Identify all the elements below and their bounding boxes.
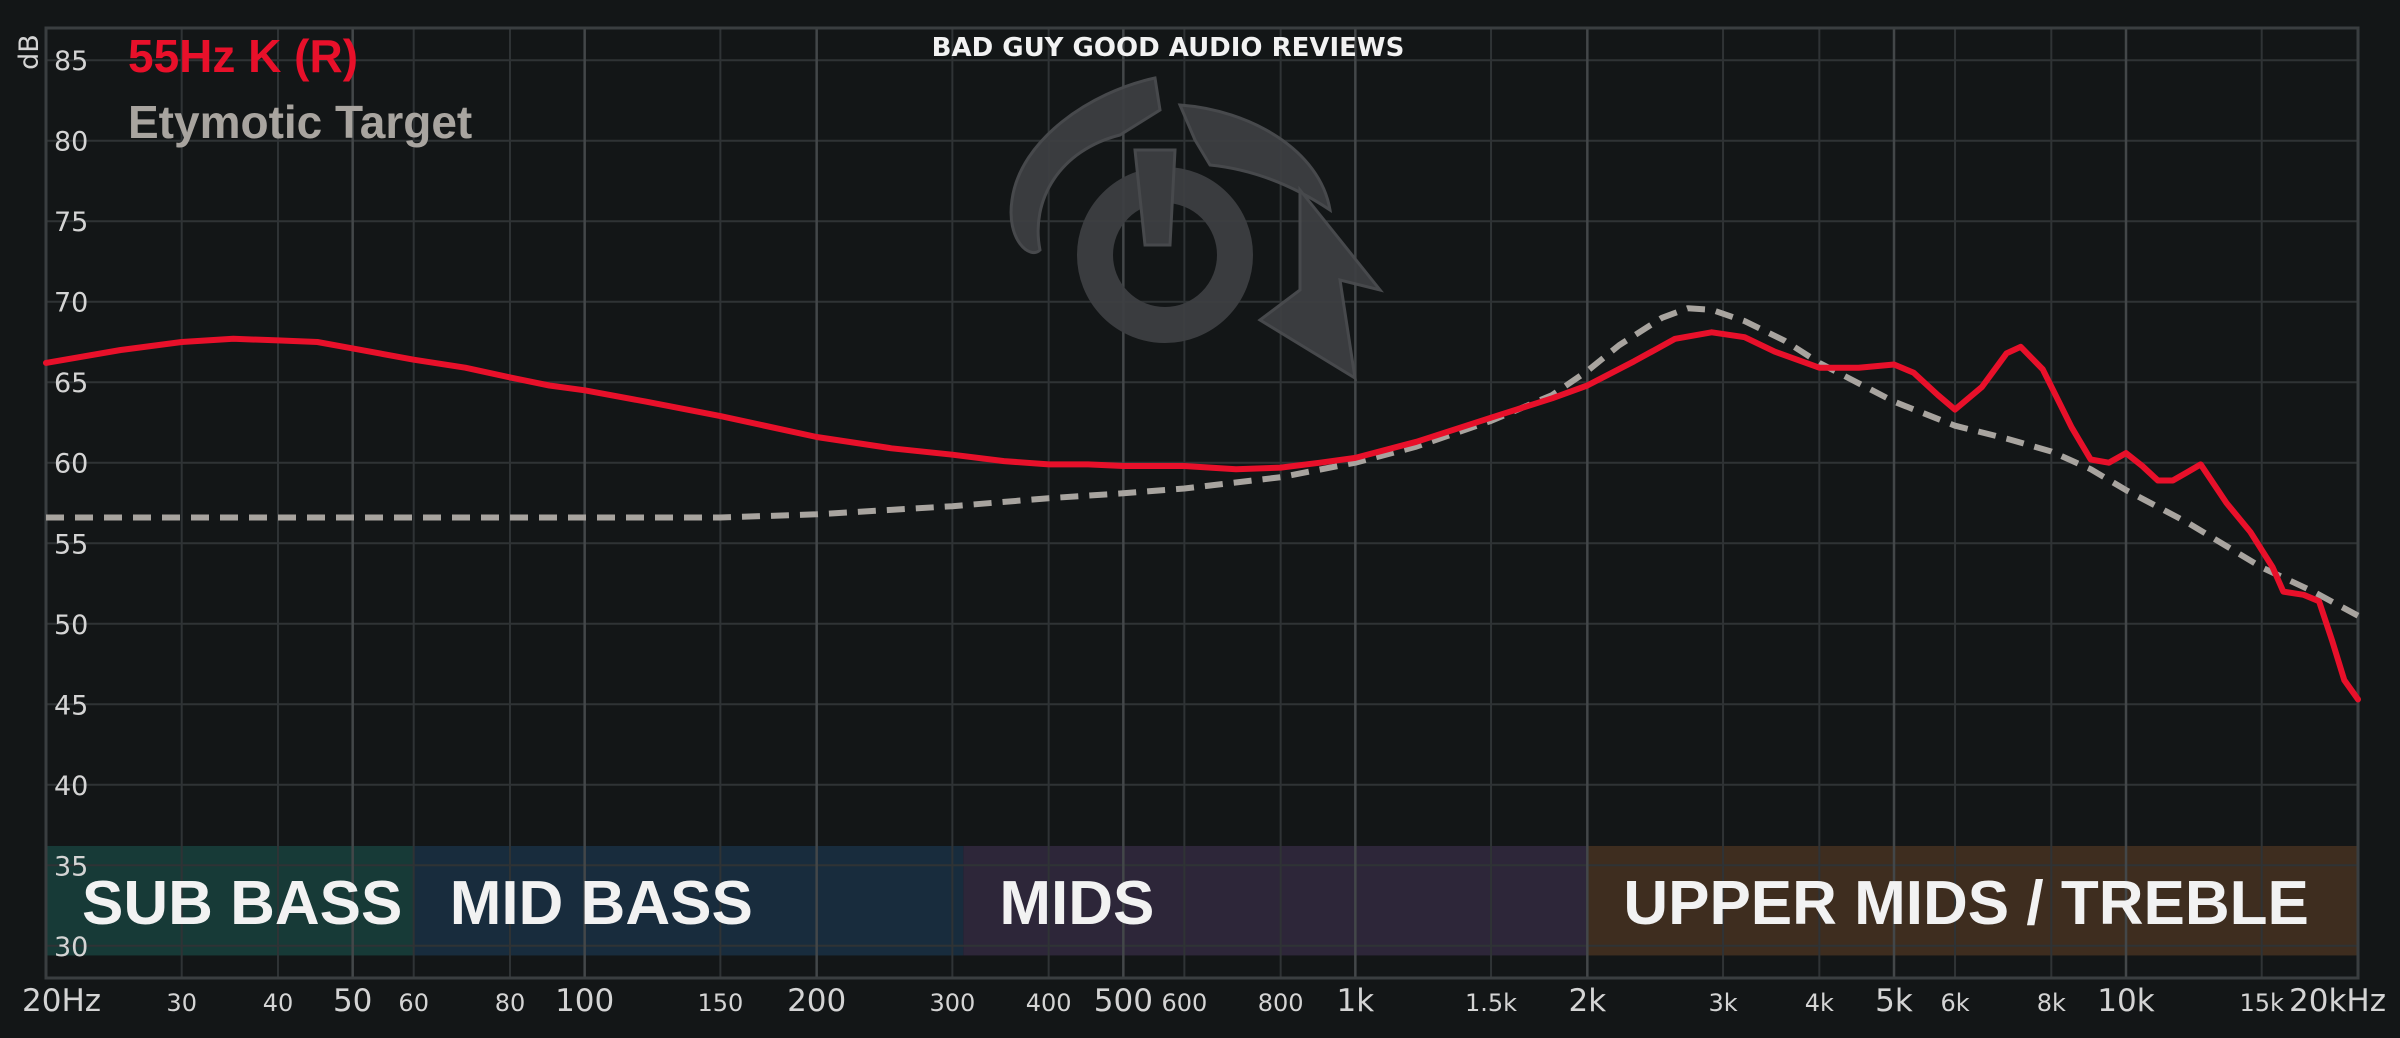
y-tick-label-45: 45 xyxy=(54,690,88,721)
y-tick-label-30: 30 xyxy=(54,932,88,963)
x-tick-label-2k: 2k xyxy=(1568,983,1606,1019)
x-tick-label-1k: 1k xyxy=(1336,983,1374,1019)
band-upper-mids-treble xyxy=(1587,845,2358,956)
x-tick-label-600: 600 xyxy=(1161,989,1207,1017)
x-tick-label-300: 300 xyxy=(929,989,975,1017)
x-tick-label-30: 30 xyxy=(166,989,197,1017)
legend-entry-55hz-k-r: 55Hz K (R) xyxy=(128,30,358,82)
x-tick-label-150: 150 xyxy=(697,989,743,1017)
x-tick-label-6k: 6k xyxy=(1940,989,1969,1017)
x-tick-label-60: 60 xyxy=(398,989,429,1017)
series-line-55hz-k-r xyxy=(43,329,2361,703)
x-tick-label-40: 40 xyxy=(263,989,294,1017)
x-tick-label-5k: 5k xyxy=(1875,983,1913,1019)
x-tick-label-3k: 3k xyxy=(1708,989,1737,1017)
band-label-mids: MIDS xyxy=(999,869,1154,938)
x-tick-label-400: 400 xyxy=(1026,989,1072,1017)
legend-entry-etymotic-target: Etymotic Target xyxy=(128,96,472,148)
x-tick-label-800: 800 xyxy=(1258,989,1304,1017)
grid xyxy=(44,28,2360,978)
x-tick-label-200: 200 xyxy=(787,983,846,1019)
band-label-upper-mids-treble: UPPER MIDS / TREBLE xyxy=(1623,869,2309,938)
x-tick-label-100: 100 xyxy=(555,983,614,1019)
y-tick-label-60: 60 xyxy=(54,449,88,480)
axis-ticks: 85 80 75 70 65 60 55 50 45 40 35 30 20Hz 30 40 50 60 80 10… xyxy=(22,46,2386,1019)
x-tick-label-8k: 8k xyxy=(2037,989,2066,1017)
y-tick-label-35: 35 xyxy=(54,851,88,882)
y-tick-label-65: 65 xyxy=(54,368,88,399)
band-mid-bass xyxy=(413,845,964,956)
legend: 55Hz K (R) Etymotic Target xyxy=(128,30,472,148)
x-tick-label-500: 500 xyxy=(1094,983,1153,1019)
x-tick-label-80: 80 xyxy=(495,989,526,1017)
band-labels: SUB BASS MID BASS MIDS UPPER MIDS / TREBLE xyxy=(82,869,2309,938)
x-tick-label-4k: 4k xyxy=(1805,989,1834,1017)
watermark-logo-icon xyxy=(1009,76,1384,381)
y-tick-label-50: 50 xyxy=(54,610,88,641)
band-mids xyxy=(963,845,1588,956)
y-tick-label-55: 55 xyxy=(54,529,88,560)
x-tick-label-20khz: 20kHz xyxy=(2289,983,2386,1019)
y-tick-label-75: 75 xyxy=(54,207,88,238)
x-tick-label-20hz: 20Hz xyxy=(22,983,101,1019)
curves xyxy=(43,305,2361,703)
y-tick-label-40: 40 xyxy=(54,771,88,802)
y-tick-label-70: 70 xyxy=(54,288,88,319)
series-line-etymotic-target xyxy=(46,305,2360,619)
x-tick-label-1-5k: 1.5k xyxy=(1465,989,1517,1017)
x-tick-label-50: 50 xyxy=(333,983,372,1019)
y-tick-label-80: 80 xyxy=(54,127,88,158)
watermark-text: BAD GUY GOOD AUDIO REVIEWS xyxy=(932,33,1405,63)
band-label-sub-bass: SUB BASS xyxy=(82,869,402,938)
x-tick-label-10k: 10k xyxy=(2097,983,2154,1019)
x-tick-label-15k: 15k xyxy=(2239,989,2284,1017)
y-tick-label-85: 85 xyxy=(54,46,88,77)
plot-frame xyxy=(44,26,2360,980)
y-axis-label: dB xyxy=(14,34,45,70)
band-label-mid-bass: MID BASS xyxy=(450,869,753,938)
